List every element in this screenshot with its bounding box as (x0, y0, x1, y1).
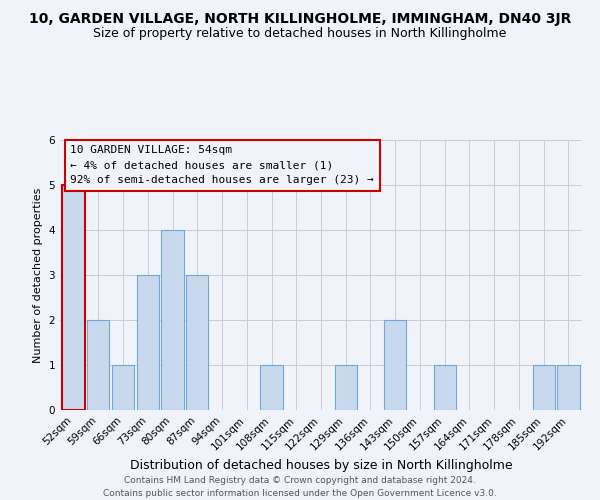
Bar (186, 275, 208, 410)
Text: Contains HM Land Registry data © Crown copyright and database right 2024.
Contai: Contains HM Land Registry data © Crown c… (103, 476, 497, 498)
Bar (87, 320, 109, 410)
Bar (112, 365, 134, 410)
Text: Size of property relative to detached houses in North Killingholme: Size of property relative to detached ho… (94, 28, 506, 40)
X-axis label: Distribution of detached houses by size in North Killingholme: Distribution of detached houses by size … (130, 458, 512, 471)
Bar (62, 185, 85, 410)
Bar (533, 365, 555, 410)
Bar (557, 365, 580, 410)
Bar (384, 320, 406, 410)
Bar (335, 365, 357, 410)
Bar (434, 365, 456, 410)
Bar (137, 275, 159, 410)
Text: 10, GARDEN VILLAGE, NORTH KILLINGHOLME, IMMINGHAM, DN40 3JR: 10, GARDEN VILLAGE, NORTH KILLINGHOLME, … (29, 12, 571, 26)
Text: 10 GARDEN VILLAGE: 54sqm
← 4% of detached houses are smaller (1)
92% of semi-det: 10 GARDEN VILLAGE: 54sqm ← 4% of detache… (70, 146, 374, 185)
Bar (260, 365, 283, 410)
Bar (161, 230, 184, 410)
Y-axis label: Number of detached properties: Number of detached properties (33, 188, 43, 362)
